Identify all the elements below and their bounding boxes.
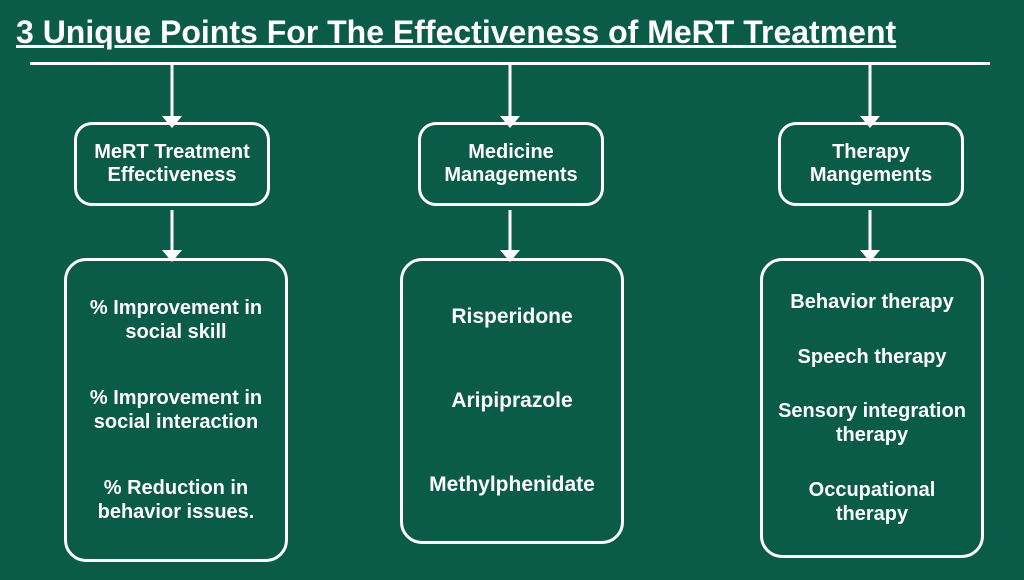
column-1-header: Medicine Managements: [418, 122, 604, 206]
arrow-down-2: [496, 62, 524, 128]
diagram-title: 3 Unique Points For The Effectiveness of…: [16, 14, 896, 51]
column-0-header: MeRT Treatment Effectiveness: [74, 122, 270, 206]
column-0-item-1: % Improvement in social interaction: [77, 386, 275, 434]
arrow-down-0: [158, 62, 186, 128]
column-2-detail: Behavior therapy Speech therapy Sensory in…: [760, 258, 984, 558]
column-1-item-1: Aripiprazole: [451, 388, 572, 413]
column-0-item-0: % Improvement in social skill: [77, 296, 275, 344]
diagram-canvas: 3 Unique Points For The Effectiveness of…: [0, 0, 1024, 580]
column-0-item-2: % Reduction in behavior issues.: [77, 476, 275, 524]
column-2-item-3: Occupational therapy: [773, 478, 971, 526]
column-0-header-label: MeRT Treatment Effectiveness: [87, 141, 257, 187]
arrow-down-3: [496, 210, 524, 262]
column-2-header-label: Therapy Mangements: [791, 141, 951, 187]
column-1-item-0: Risperidone: [451, 304, 572, 329]
arrow-down-1: [158, 210, 186, 262]
column-1-header-label: Medicine Managements: [431, 141, 591, 187]
column-1-item-2: Methylphenidate: [429, 472, 595, 497]
column-2-item-1: Speech therapy: [798, 345, 947, 369]
column-1-detail: Risperidone Aripiprazole Methylphenidate: [400, 258, 624, 544]
column-2-header: Therapy Mangements: [778, 122, 964, 206]
column-2-item-0: Behavior therapy: [790, 290, 953, 314]
arrow-down-5: [856, 210, 884, 262]
column-0-detail: % Improvement in social skill % Improveme…: [64, 258, 288, 562]
column-2-item-2: Sensory integration therapy: [773, 399, 971, 447]
arrow-down-4: [856, 62, 884, 128]
